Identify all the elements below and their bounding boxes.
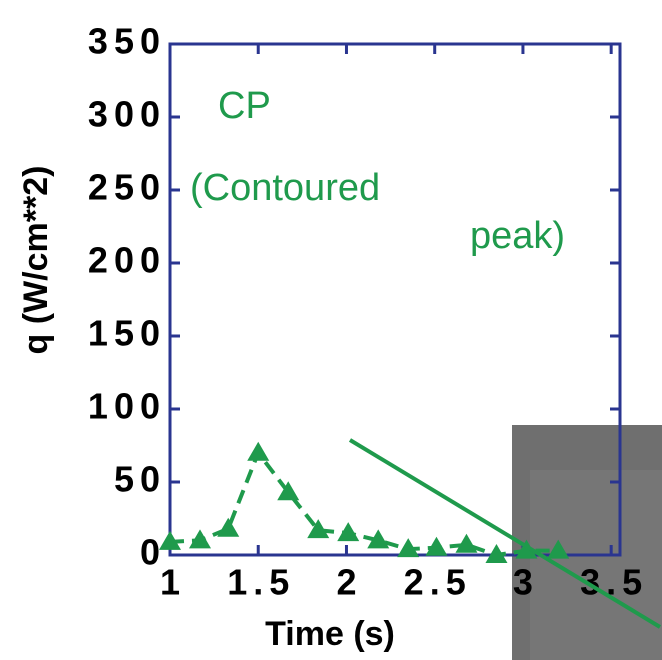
data-point	[515, 539, 538, 559]
y-tick-label: 200	[88, 240, 166, 281]
y-tick-label: 300	[88, 94, 166, 135]
data-point	[159, 530, 181, 550]
y-axis-label: q (W/cm**2)	[17, 166, 55, 355]
y-tick-label: 250	[88, 167, 166, 208]
data-point	[247, 441, 270, 461]
pointer-line	[348, 438, 662, 629]
x-tick-label: 3	[513, 562, 539, 603]
x-tick-label: 2.5	[404, 562, 472, 603]
x-tick-label: 2	[336, 562, 362, 603]
data-point	[337, 522, 360, 542]
x-tick-label: 3.5	[580, 562, 648, 603]
data-point	[547, 539, 570, 559]
annotation: peak)	[470, 215, 565, 257]
y-tick-label: 100	[88, 386, 166, 427]
y-tick-label: 150	[88, 313, 166, 354]
data-point	[455, 533, 478, 553]
x-axis-label: Time (s)	[265, 615, 395, 653]
data-point	[189, 529, 211, 549]
data-point	[277, 481, 300, 501]
x-tick-label: 1	[160, 562, 186, 603]
y-tick-label: 350	[88, 21, 166, 62]
data-point	[307, 519, 330, 539]
data-point	[217, 517, 240, 537]
y-tick-label: 0	[140, 532, 166, 573]
x-tick-label: 1.5	[227, 562, 295, 603]
series-line	[169, 448, 559, 558]
annotation: CP	[218, 85, 271, 127]
data-point	[367, 529, 390, 549]
data-point	[485, 544, 508, 563]
data-point	[397, 538, 420, 558]
plot-frame	[168, 42, 622, 557]
data-point	[425, 536, 448, 556]
y-tick-label: 50	[114, 459, 166, 500]
photo-overlay-shade	[530, 470, 662, 660]
annotation: (Contoured	[190, 167, 380, 209]
